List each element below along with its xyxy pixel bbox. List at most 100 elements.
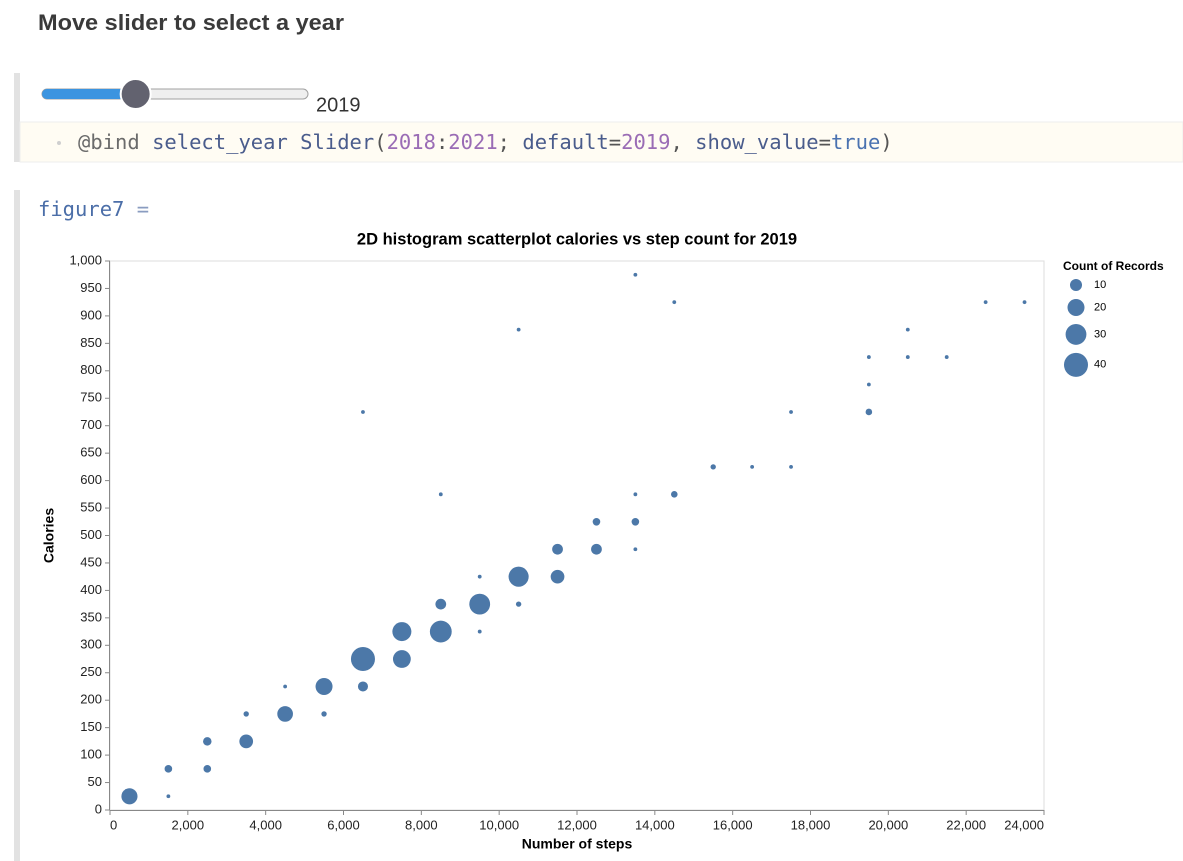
slider-thumb[interactable] xyxy=(119,78,152,110)
point xyxy=(633,492,638,497)
legend-label: 10 xyxy=(1094,279,1106,291)
point xyxy=(550,569,565,584)
legend-symbol xyxy=(1063,352,1089,377)
code-token: Slider xyxy=(300,130,374,154)
point xyxy=(166,794,171,799)
point xyxy=(750,464,755,469)
point xyxy=(203,737,212,746)
y-tick-label: 700 xyxy=(80,417,102,432)
code-token: ) xyxy=(880,130,892,154)
x-tick-label: 12,000 xyxy=(557,817,597,832)
x-tick-label: 8,000 xyxy=(405,817,438,832)
code-token: ( xyxy=(374,130,386,154)
legend-symbol xyxy=(1067,299,1085,317)
y-tick-label: 350 xyxy=(80,609,102,624)
code-cell xyxy=(19,121,1183,163)
y-tick-label: 500 xyxy=(80,527,102,542)
y-tick-label: 300 xyxy=(80,637,102,652)
y-tick-label: 150 xyxy=(80,719,102,734)
point xyxy=(631,517,640,526)
y-tick-label: 850 xyxy=(80,335,102,350)
legend-symbol xyxy=(1069,279,1083,292)
point xyxy=(1022,300,1027,305)
code-token: = xyxy=(609,130,621,154)
code-token: 2019 xyxy=(621,130,670,154)
code-token: : xyxy=(436,130,448,154)
point xyxy=(392,622,412,642)
plot-frame xyxy=(109,260,1045,811)
point xyxy=(321,711,327,717)
x-tick-label: 2,000 xyxy=(172,817,205,832)
point xyxy=(435,598,447,610)
legend-label: 30 xyxy=(1094,328,1106,340)
legend-label: 20 xyxy=(1094,301,1106,313)
point xyxy=(121,788,138,805)
code-token: 2018 xyxy=(387,130,436,154)
bullet xyxy=(57,141,61,145)
code-token: default xyxy=(522,130,608,154)
heading: Move slider to select a year xyxy=(38,10,344,35)
point xyxy=(515,601,522,607)
chart-title: 2D histogram scatterplot calories vs ste… xyxy=(357,230,797,248)
point xyxy=(592,517,601,526)
point xyxy=(866,355,871,359)
point xyxy=(477,629,482,634)
x-tick-label: 16,000 xyxy=(713,817,753,832)
code-token: select_year xyxy=(152,130,300,154)
point xyxy=(633,272,638,277)
point xyxy=(865,408,873,416)
point xyxy=(905,355,910,359)
point xyxy=(239,734,254,749)
point xyxy=(710,464,716,470)
point xyxy=(591,543,602,555)
y-tick-label: 0 xyxy=(95,801,102,816)
x-tick-label: 4,000 xyxy=(249,817,282,832)
legend-title: Count of Records xyxy=(1063,259,1164,273)
point xyxy=(508,566,529,587)
x-tick-label: 6,000 xyxy=(327,817,360,832)
point xyxy=(944,355,949,359)
x-tick-label: 10,000 xyxy=(479,817,519,832)
point xyxy=(672,300,677,305)
point xyxy=(983,300,988,305)
point xyxy=(361,410,365,414)
point xyxy=(277,706,293,722)
y-tick-label: 600 xyxy=(80,472,102,487)
point xyxy=(469,593,491,615)
point xyxy=(633,547,638,552)
y-tick-label: 950 xyxy=(80,280,102,295)
point xyxy=(243,711,249,717)
code-token: = xyxy=(137,197,149,221)
point xyxy=(866,382,871,387)
code-token: figure7 xyxy=(38,197,137,221)
y-axis-title: Calories xyxy=(41,508,57,563)
code-token: @bind xyxy=(78,130,152,154)
point xyxy=(350,647,375,672)
y-tick-label: 400 xyxy=(80,582,102,597)
code-token: 2021 xyxy=(448,130,497,154)
legend-symbol xyxy=(1065,324,1087,345)
point xyxy=(283,684,288,689)
y-tick-label: 800 xyxy=(80,362,102,377)
point xyxy=(789,464,793,469)
x-tick-label: 18,000 xyxy=(791,817,831,832)
point xyxy=(789,410,793,414)
x-tick-label: 22,000 xyxy=(946,817,986,832)
y-tick-label: 550 xyxy=(80,499,102,514)
point xyxy=(357,681,368,692)
point xyxy=(552,543,563,555)
y-tick-label: 250 xyxy=(80,664,102,679)
y-tick-label: 650 xyxy=(80,445,102,460)
slider[interactable]: 2019 xyxy=(41,78,361,116)
point xyxy=(477,574,482,579)
slider-fill[interactable] xyxy=(42,89,136,99)
code-token: = xyxy=(819,130,831,154)
chart: 2D histogram scatterplot calories vs ste… xyxy=(41,230,1164,851)
x-tick-label: 0 xyxy=(110,817,117,832)
slider-value: 2019 xyxy=(316,94,361,116)
cell-name: figure7 = xyxy=(38,197,149,221)
point xyxy=(429,620,452,643)
point xyxy=(516,327,521,332)
y-tick-label: 900 xyxy=(80,307,102,322)
y-tick-label: 200 xyxy=(80,692,102,707)
